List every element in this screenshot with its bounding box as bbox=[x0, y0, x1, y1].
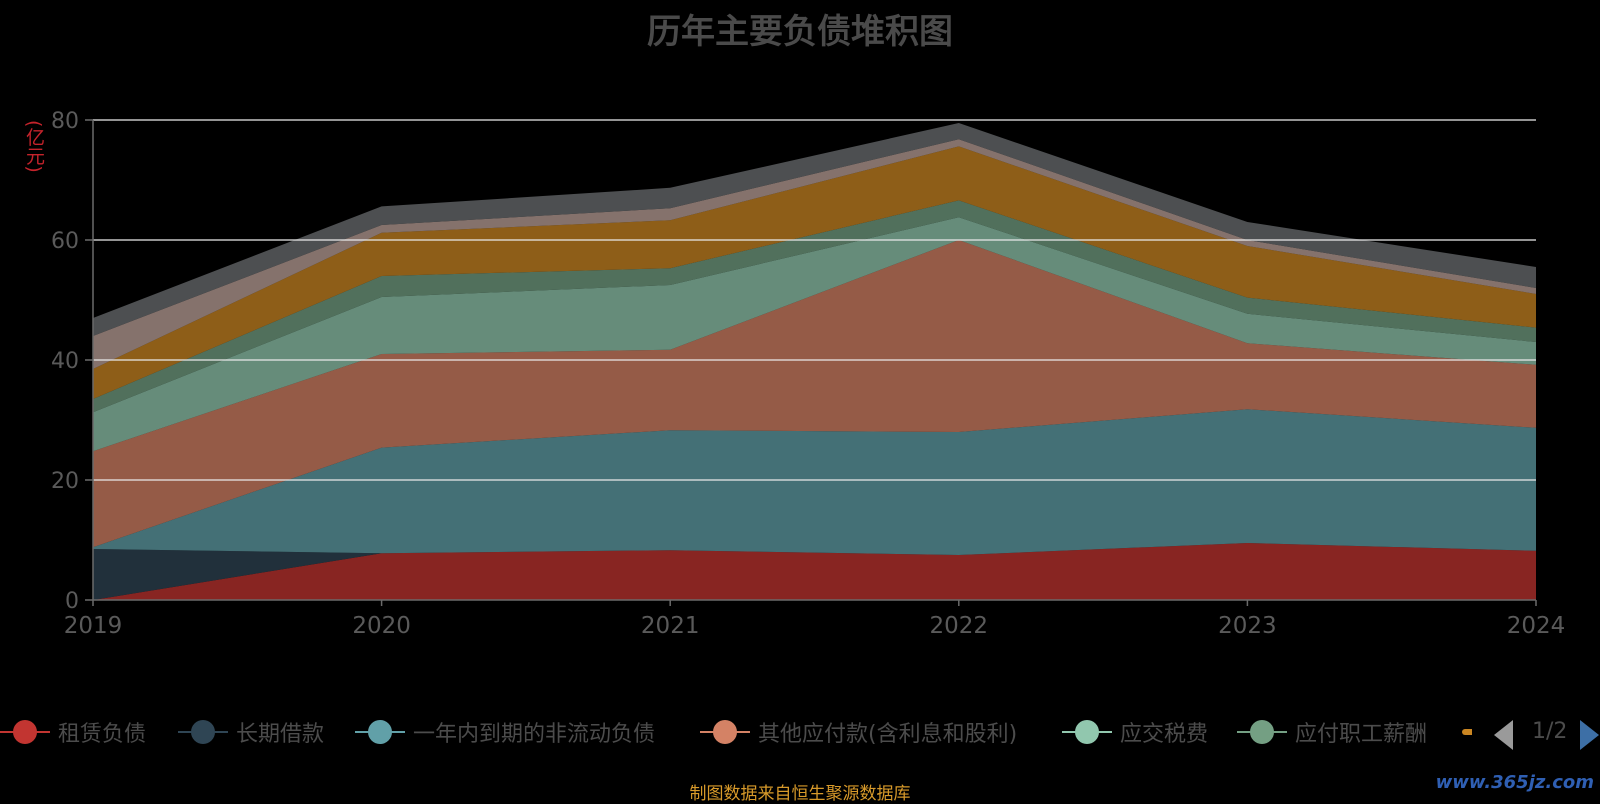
y-axis-unit-label: (亿元) bbox=[23, 120, 45, 173]
legend-item-partial-marker[interactable] bbox=[1462, 729, 1472, 735]
legend-item[interactable]: 一年内到期的非流动负债 bbox=[355, 712, 655, 752]
legend-item[interactable]: 长期借款 bbox=[178, 712, 324, 752]
area-series-3 bbox=[93, 240, 1536, 548]
legend-prev-page-button[interactable] bbox=[1494, 720, 1513, 750]
legend-next-page-button[interactable] bbox=[1580, 720, 1599, 750]
watermark: www.365jz.com bbox=[1435, 772, 1594, 793]
x-tick-label-2023: 2023 bbox=[1218, 613, 1277, 639]
legend-item-label: 长期借款 bbox=[236, 722, 325, 747]
legend: 租赁负债 长期借款 一年内到期的非流动负债 其他应付款(含利息和股利) 应交税费 应付职工… bbox=[0, 712, 1600, 752]
legend-marker-icon bbox=[1062, 712, 1112, 752]
legend-item-label: 其他应付款(含利息和股利) bbox=[758, 722, 1018, 747]
area-series-2 bbox=[93, 409, 1536, 555]
legend-item[interactable]: 租赁负债 bbox=[0, 712, 146, 752]
x-tick-label-2024: 2024 bbox=[1507, 613, 1566, 639]
legend-marker-icon bbox=[1237, 712, 1287, 752]
area-series-0 bbox=[93, 543, 1536, 600]
legend-item-label: 一年内到期的非流动负债 bbox=[413, 722, 656, 747]
y-tick-label-20: 20 bbox=[51, 469, 79, 494]
x-tick-label-2022: 2022 bbox=[930, 613, 989, 639]
grid-lines bbox=[93, 119, 1536, 481]
data-source-note: 制图数据来自恒生聚源数据库 bbox=[689, 784, 911, 804]
area-series-6 bbox=[93, 146, 1536, 399]
area-series-8 bbox=[93, 123, 1536, 336]
legend-item-label: 应付职工薪酬 bbox=[1295, 722, 1428, 747]
legend-item[interactable]: 应付职工薪酬 bbox=[1237, 712, 1427, 752]
x-tick-label-2019: 2019 bbox=[64, 613, 123, 639]
legend-marker-icon bbox=[178, 712, 228, 752]
legend-item-label: 应交税费 bbox=[1120, 722, 1209, 747]
y-tick-label-60: 60 bbox=[51, 229, 79, 254]
y-tick-label-0: 0 bbox=[65, 589, 79, 614]
axes: 0 20 40 60 80 2019 2020 2021 2022 2023 2024 bbox=[51, 109, 1565, 639]
legend-marker-icon bbox=[355, 712, 405, 752]
x-tick-label-2021: 2021 bbox=[641, 613, 700, 639]
legend-item[interactable]: 应交税费 bbox=[1062, 712, 1208, 752]
area-series-4 bbox=[93, 217, 1536, 452]
legend-item-label: 租赁负债 bbox=[58, 722, 147, 747]
legend-page-indicator: 1/2 bbox=[1532, 719, 1568, 744]
legend-marker-icon bbox=[700, 712, 750, 752]
y-tick-label-80: 80 bbox=[51, 109, 79, 134]
x-tick-label-2020: 2020 bbox=[352, 613, 411, 639]
legend-marker-icon bbox=[0, 712, 50, 752]
y-tick-label-40: 40 bbox=[51, 349, 79, 374]
area-series-5 bbox=[93, 200, 1536, 413]
legend-item[interactable]: 其他应付款(含利息和股利) bbox=[700, 712, 1017, 752]
area-series-layer bbox=[93, 123, 1536, 600]
chart-title: 历年主要负债堆积图 bbox=[647, 12, 953, 52]
